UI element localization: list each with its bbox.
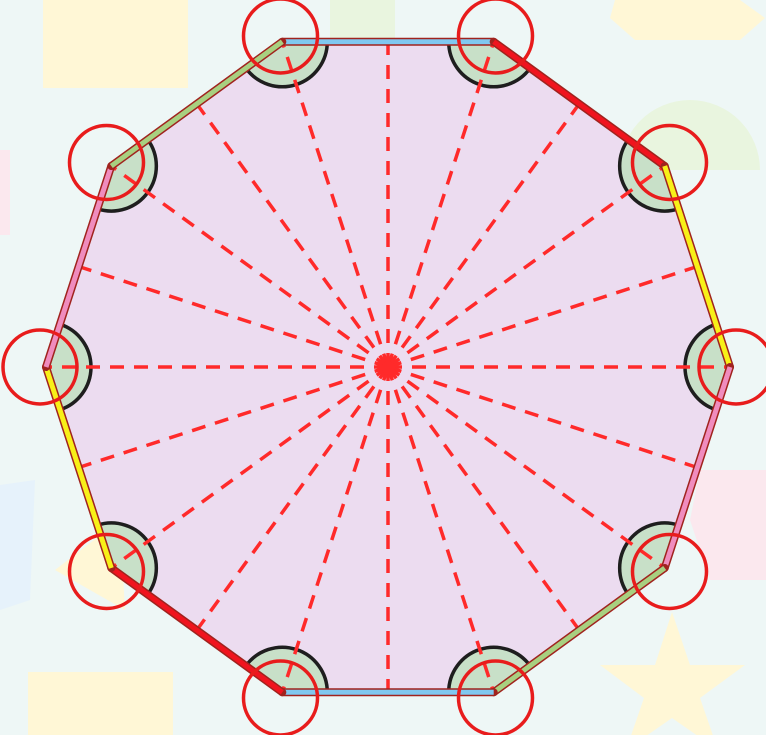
radius-line xyxy=(195,365,390,632)
radius-line xyxy=(110,365,390,570)
vertex-angle-fill xyxy=(245,647,328,693)
bg-square-pink-left xyxy=(0,150,10,235)
bg-star-yellow xyxy=(600,612,745,735)
vertex-circle xyxy=(67,123,146,202)
vertex-circle xyxy=(456,0,535,75)
bg-square-yellow-bottom xyxy=(28,672,173,735)
radius-line xyxy=(386,102,581,369)
bg-shape-blue-left xyxy=(0,480,35,610)
bg-hexagon-pink-right xyxy=(690,470,766,580)
radius-line xyxy=(110,164,390,369)
radius-line xyxy=(386,164,666,369)
vertex-circle xyxy=(630,123,709,202)
bg-hexagon-yellow xyxy=(610,0,765,40)
vertex-angle-fill xyxy=(245,41,328,87)
vertex-circle xyxy=(241,659,320,735)
vertex-circle xyxy=(67,532,146,611)
radius-line xyxy=(386,41,496,368)
radius-line xyxy=(280,41,390,368)
radius-line xyxy=(195,102,390,369)
bg-semicircle-green xyxy=(620,100,760,170)
radius-line xyxy=(386,366,496,693)
center-point xyxy=(382,361,394,373)
vertex-circle xyxy=(241,0,320,75)
vertex-circle xyxy=(456,659,535,735)
radius-line xyxy=(387,264,698,369)
vertex-angle-fill xyxy=(448,41,531,87)
vertex-circle xyxy=(630,532,709,611)
bg-square-yellow xyxy=(43,0,188,88)
vertex-angle-fill xyxy=(448,647,531,693)
radius-line xyxy=(386,365,581,632)
vertex-circle xyxy=(1,328,79,406)
radius-line xyxy=(280,366,390,693)
vertex-circle xyxy=(697,328,766,406)
radius-line xyxy=(387,365,698,470)
radius-line xyxy=(78,264,389,369)
radius-line xyxy=(78,365,389,470)
radius-line xyxy=(386,365,666,570)
